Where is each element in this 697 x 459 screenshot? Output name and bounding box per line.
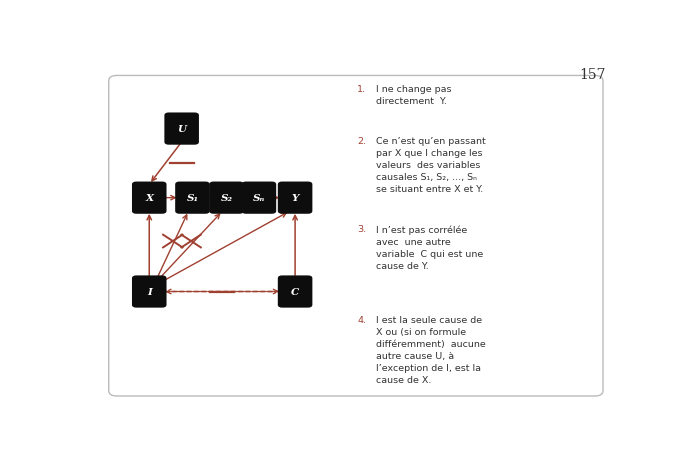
Text: I ne change pas
directement  Y.: I ne change pas directement Y. bbox=[376, 85, 452, 106]
FancyBboxPatch shape bbox=[164, 113, 199, 146]
Text: I est la seule cause de
X ou (si on formule
différemment)  aucune
autre cause U,: I est la seule cause de X ou (si on form… bbox=[376, 315, 486, 385]
Text: X: X bbox=[145, 194, 153, 203]
FancyBboxPatch shape bbox=[209, 182, 244, 214]
Text: 157: 157 bbox=[579, 67, 606, 81]
Text: U: U bbox=[177, 125, 186, 134]
Text: S₁: S₁ bbox=[187, 194, 199, 203]
Text: I n’est pas corrélée
avec  une autre
variable  C qui est une
cause de Y.: I n’est pas corrélée avec une autre vari… bbox=[376, 225, 483, 270]
FancyBboxPatch shape bbox=[242, 182, 276, 214]
Text: Y: Y bbox=[291, 194, 299, 203]
FancyBboxPatch shape bbox=[175, 182, 210, 214]
Text: C: C bbox=[291, 287, 299, 297]
FancyBboxPatch shape bbox=[132, 276, 167, 308]
Text: I: I bbox=[147, 287, 152, 297]
Text: 1.: 1. bbox=[358, 85, 366, 94]
FancyBboxPatch shape bbox=[278, 182, 312, 214]
Text: S₂: S₂ bbox=[220, 194, 233, 203]
Text: 2.: 2. bbox=[358, 136, 366, 146]
Text: Sₙ: Sₙ bbox=[253, 194, 265, 203]
FancyBboxPatch shape bbox=[278, 276, 312, 308]
FancyBboxPatch shape bbox=[132, 182, 167, 214]
Text: 3.: 3. bbox=[358, 225, 367, 234]
FancyBboxPatch shape bbox=[109, 76, 603, 396]
Text: Ce n’est qu’en passant
par X que I change les
valeurs  des variables
causales S₁: Ce n’est qu’en passant par X que I chang… bbox=[376, 136, 486, 194]
Text: 4.: 4. bbox=[358, 315, 366, 324]
